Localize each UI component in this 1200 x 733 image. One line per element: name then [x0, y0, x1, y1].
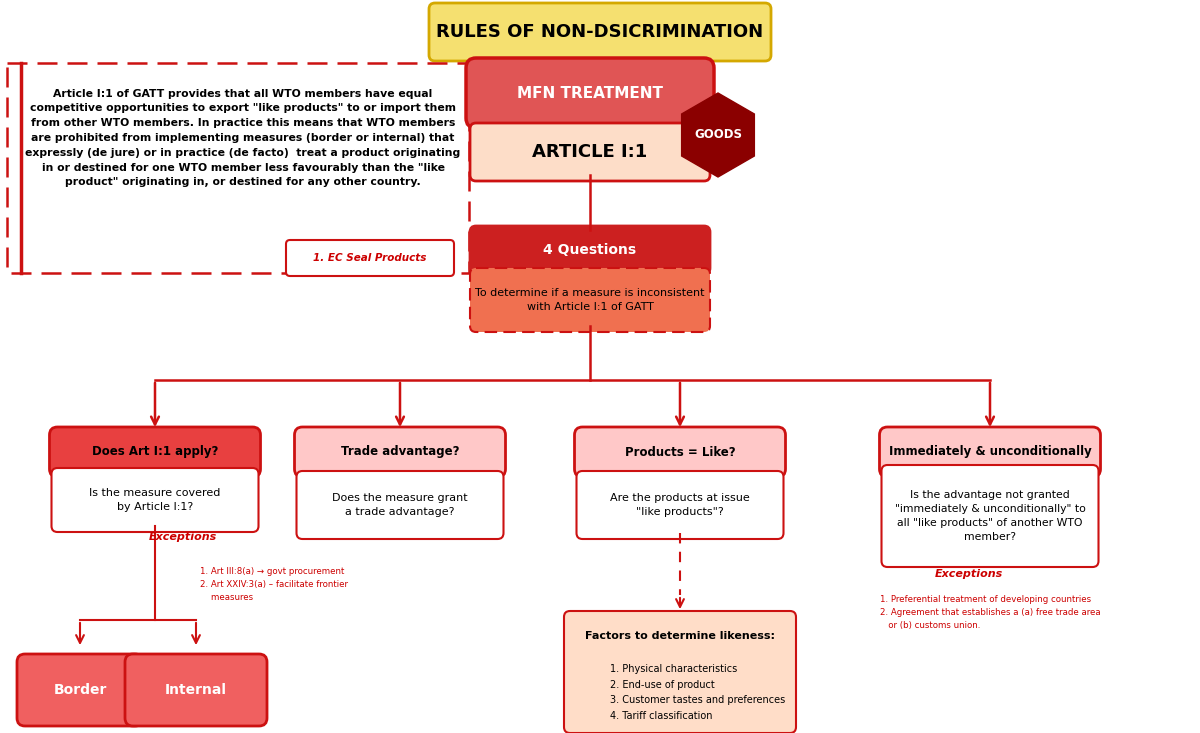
Text: GOODS: GOODS [694, 128, 742, 141]
FancyBboxPatch shape [470, 226, 710, 274]
Text: Exceptions: Exceptions [935, 569, 1003, 579]
Text: MFN TREATMENT: MFN TREATMENT [517, 86, 662, 100]
FancyBboxPatch shape [470, 268, 710, 332]
Text: Trade advantage?: Trade advantage? [341, 446, 460, 459]
Text: Article I:1 of GATT provides that all WTO members have equal
competitive opportu: Article I:1 of GATT provides that all WT… [25, 89, 461, 188]
FancyBboxPatch shape [125, 654, 266, 726]
FancyBboxPatch shape [296, 471, 504, 539]
FancyBboxPatch shape [564, 611, 796, 733]
FancyBboxPatch shape [49, 427, 260, 477]
FancyBboxPatch shape [294, 427, 505, 477]
Text: ARTICLE I:1: ARTICLE I:1 [533, 143, 648, 161]
Text: Border: Border [53, 683, 107, 697]
Text: RULES OF NON-DSICRIMINATION: RULES OF NON-DSICRIMINATION [437, 23, 763, 41]
Text: 1. Preferential treatment of developing countries
2. Agreement that establishes : 1. Preferential treatment of developing … [880, 595, 1100, 630]
Text: Does the measure grant
a trade advantage?: Does the measure grant a trade advantage… [332, 493, 468, 517]
Text: Are the products at issue
"like products"?: Are the products at issue "like products… [610, 493, 750, 517]
FancyBboxPatch shape [470, 123, 710, 181]
FancyBboxPatch shape [466, 58, 714, 128]
Text: To determine if a measure is inconsistent
with Article I:1 of GATT: To determine if a measure is inconsisten… [475, 288, 704, 312]
Text: Products = Like?: Products = Like? [625, 446, 736, 459]
FancyBboxPatch shape [882, 465, 1098, 567]
Text: Is the measure covered
by Article I:1?: Is the measure covered by Article I:1? [89, 488, 221, 512]
Text: 1. Art III:8(a) → govt procurement
2. Art XXIV:3(a) – facilitate frontier
    me: 1. Art III:8(a) → govt procurement 2. Ar… [200, 567, 348, 603]
Text: Is the advantage not granted
"immediately & unconditionally" to
all "like produc: Is the advantage not granted "immediatel… [894, 490, 1086, 542]
Text: Exceptions: Exceptions [149, 532, 217, 542]
FancyBboxPatch shape [430, 3, 772, 61]
FancyBboxPatch shape [576, 471, 784, 539]
Text: 4 Questions: 4 Questions [544, 243, 636, 257]
Text: Immediately & unconditionally: Immediately & unconditionally [889, 446, 1091, 459]
FancyBboxPatch shape [7, 63, 469, 273]
FancyBboxPatch shape [575, 427, 786, 477]
FancyBboxPatch shape [17, 654, 143, 726]
FancyBboxPatch shape [52, 468, 258, 532]
FancyBboxPatch shape [880, 427, 1100, 477]
Text: Internal: Internal [166, 683, 227, 697]
Text: 1. EC Seal Products: 1. EC Seal Products [313, 253, 427, 263]
Text: Factors to determine likeness:: Factors to determine likeness: [586, 631, 775, 641]
Text: 1. Physical characteristics
2. End-use of product
3. Customer tastes and prefere: 1. Physical characteristics 2. End-use o… [610, 664, 785, 721]
Text: Does Art I:1 apply?: Does Art I:1 apply? [92, 446, 218, 459]
FancyBboxPatch shape [286, 240, 454, 276]
